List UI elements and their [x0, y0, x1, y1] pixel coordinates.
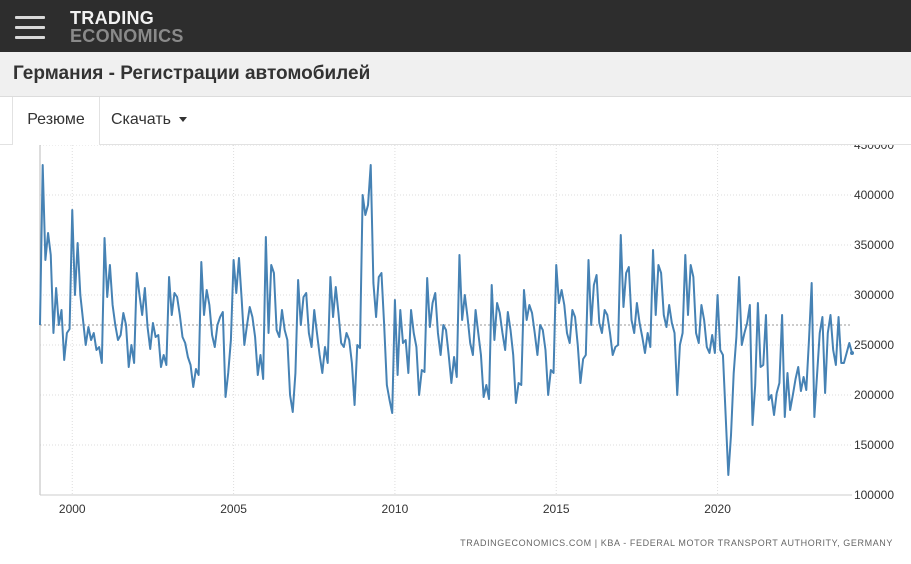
y-tick-label: 200000 [854, 388, 894, 402]
trading-economics-logo[interactable]: TRADING ECONOMICS [70, 9, 184, 45]
download-dropdown[interactable]: Скачать [111, 97, 187, 144]
x-tick-label: 2005 [220, 502, 247, 516]
logo-line-2: ECONOMICS [70, 26, 184, 46]
download-label: Скачать [111, 111, 171, 128]
y-tick-label: 100000 [854, 488, 894, 502]
y-tick-label: 250000 [854, 338, 894, 352]
x-tick-label: 2000 [59, 502, 86, 516]
x-tick-label: 2015 [543, 502, 570, 516]
y-tick-label: 450000 [854, 145, 894, 152]
last-value-point [850, 351, 854, 355]
x-tick-label: 2010 [382, 502, 409, 516]
y-tick-label: 150000 [854, 438, 894, 452]
tab-summary[interactable]: Резюме [12, 97, 100, 145]
series-line [39, 164, 853, 476]
y-tick-label: 350000 [854, 238, 894, 252]
hamburger-menu-icon[interactable] [15, 16, 45, 40]
x-tick-label: 2020 [704, 502, 731, 516]
chart: 2000 2005 2010 2015 2020 100000 150000 200000 2… [39, 145, 894, 516]
top-navigation-bar: TRADING ECONOMICS [0, 0, 911, 52]
source-attribution: TRADINGECONOMICS.COM | KBA - FEDERAL MOT… [460, 538, 893, 548]
logo-line-1: TRADING [70, 8, 155, 28]
tab-bar: Резюме Скачать [0, 97, 911, 145]
chevron-down-icon [179, 117, 187, 123]
y-axis-tick-labels: 100000 150000 200000 250000 300000 350000 4000… [854, 145, 894, 502]
y-tick-label: 300000 [854, 288, 894, 302]
page-title: Германия - Регистрации автомобилей [13, 63, 371, 84]
page-title-bar: Германия - Регистрации автомобилей [0, 52, 911, 97]
y-tick-label: 400000 [854, 188, 894, 202]
series-line-group [39, 164, 854, 476]
x-axis-tick-labels: 2000 2005 2010 2015 2020 [59, 502, 731, 516]
